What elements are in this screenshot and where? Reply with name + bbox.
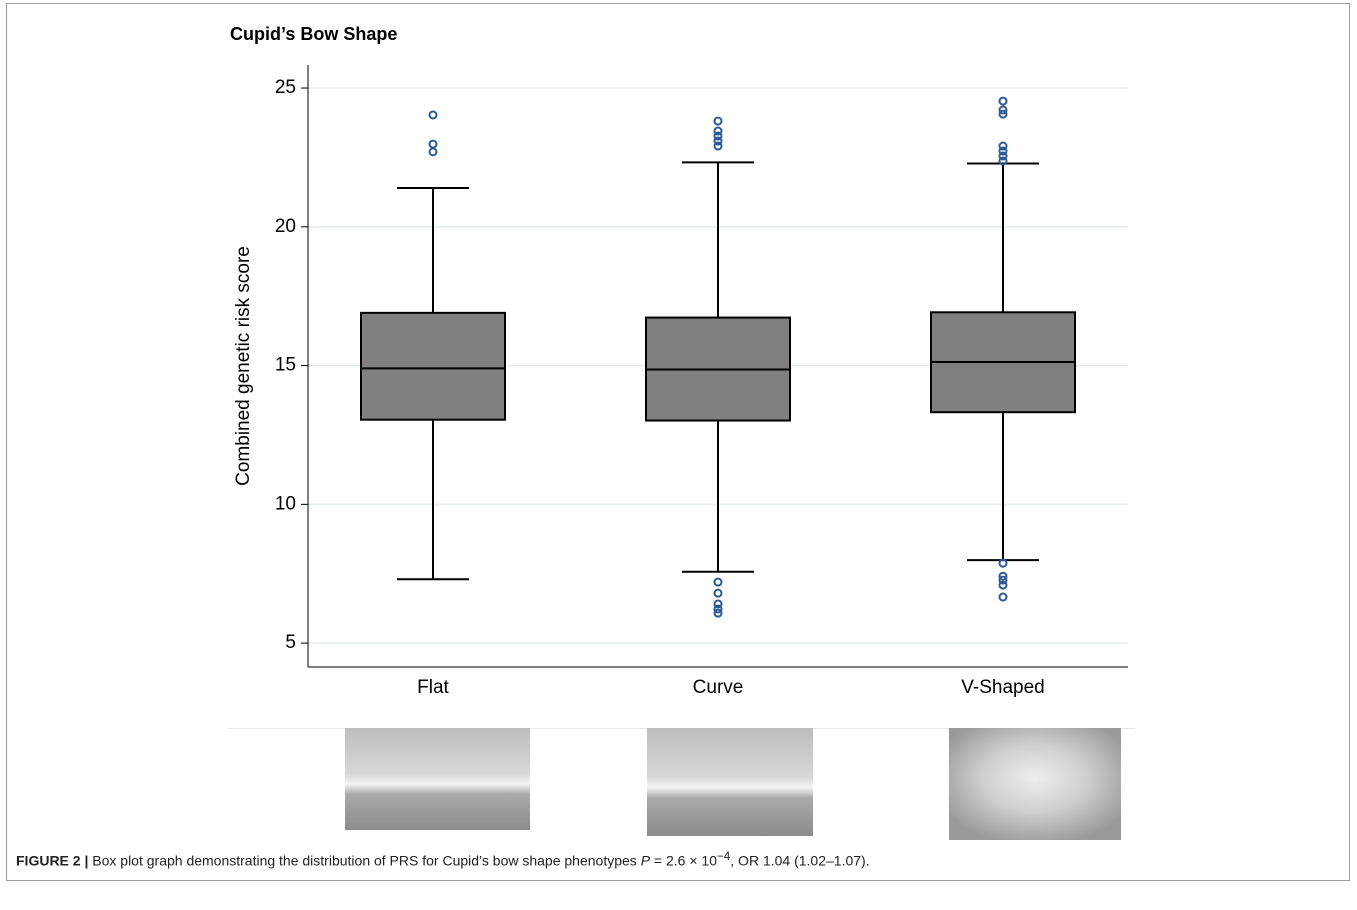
y-tick-label: 25 xyxy=(275,77,296,98)
outlier xyxy=(998,156,1008,166)
outlier xyxy=(713,608,723,618)
y-tick-label: 20 xyxy=(275,216,296,237)
outlier xyxy=(713,577,723,587)
outlier xyxy=(998,571,1008,581)
outlier xyxy=(998,109,1008,119)
y-axis-label: Combined genetic risk score xyxy=(233,246,254,486)
outlier xyxy=(998,151,1008,161)
outlier xyxy=(998,592,1008,602)
outlier xyxy=(998,141,1008,151)
outlier xyxy=(998,558,1008,568)
outlier xyxy=(998,146,1008,156)
outlier xyxy=(713,126,723,136)
x-tick-label: Flat xyxy=(417,677,449,698)
caption-text: = 2.6 × 10 xyxy=(653,852,717,869)
outlier xyxy=(998,96,1008,106)
figure-caption: FIGURE 2 | Box plot graph demonstrating … xyxy=(16,850,1336,869)
outlier xyxy=(713,588,723,598)
caption-text: P xyxy=(640,852,651,869)
outlier xyxy=(713,131,723,141)
x-tick-label: Curve xyxy=(693,677,744,698)
y-tick-label: 10 xyxy=(275,493,296,514)
outlier xyxy=(428,110,438,120)
outlier xyxy=(713,604,723,614)
outlier xyxy=(713,116,723,126)
x-tick-label: V-Shaped xyxy=(961,677,1044,698)
outlier xyxy=(998,105,1008,115)
caption-text: Box plot graph demonstrating the distrib… xyxy=(92,852,637,869)
lip-image xyxy=(949,728,1121,840)
box xyxy=(360,311,506,421)
lip-image xyxy=(647,728,813,836)
outlier xyxy=(713,141,723,151)
outlier xyxy=(713,599,723,609)
outlier xyxy=(428,147,438,157)
caption-text: −4 xyxy=(716,850,731,863)
lip-image xyxy=(345,728,530,830)
y-tick-label: 15 xyxy=(275,355,296,376)
chart-title: Cupid’s Bow Shape xyxy=(230,24,397,44)
outlier xyxy=(998,575,1008,585)
outlier xyxy=(713,136,723,146)
figure-border xyxy=(6,3,1350,881)
outlier xyxy=(428,139,438,149)
caption-label: FIGURE 2 | xyxy=(16,852,89,869)
caption-text: , OR 1.04 (1.02–1.07). xyxy=(730,852,870,869)
y-tick-label: 5 xyxy=(285,632,296,653)
outlier xyxy=(998,580,1008,590)
